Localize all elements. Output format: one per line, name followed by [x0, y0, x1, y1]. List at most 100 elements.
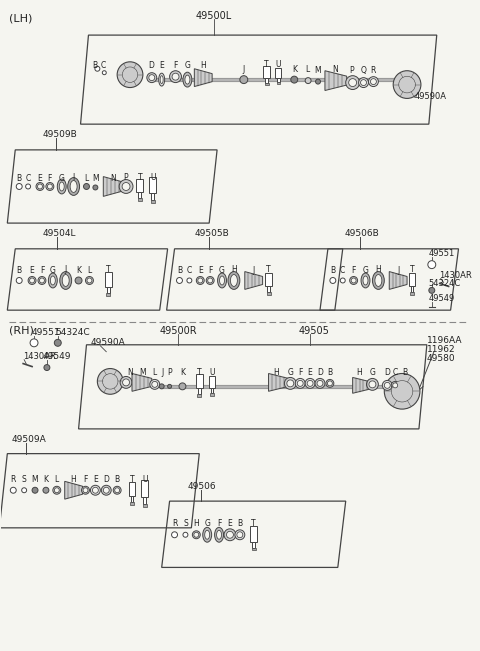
- Text: 49500R: 49500R: [160, 326, 197, 336]
- Text: P: P: [124, 173, 128, 182]
- Text: 49500L: 49500L: [196, 11, 232, 21]
- Text: B: B: [327, 368, 333, 376]
- Text: 49509A: 49509A: [12, 435, 46, 444]
- Text: D: D: [103, 475, 109, 484]
- Circle shape: [369, 381, 376, 388]
- Ellipse shape: [60, 271, 72, 290]
- Text: T: T: [266, 265, 271, 273]
- Circle shape: [82, 486, 89, 494]
- Bar: [267, 286, 270, 292]
- Circle shape: [147, 73, 157, 83]
- Circle shape: [315, 79, 321, 84]
- Circle shape: [122, 379, 130, 386]
- Circle shape: [53, 486, 61, 494]
- Text: 49551: 49551: [429, 249, 455, 258]
- Circle shape: [192, 531, 200, 539]
- Bar: [263, 66, 270, 77]
- Circle shape: [227, 531, 233, 538]
- Circle shape: [90, 485, 100, 495]
- Text: E: E: [93, 475, 98, 484]
- Text: G: G: [362, 266, 369, 275]
- Text: H: H: [357, 368, 362, 376]
- Text: J: J: [243, 65, 245, 74]
- Bar: [136, 178, 144, 193]
- Text: 49506B: 49506B: [345, 229, 380, 238]
- Text: G: G: [204, 519, 210, 528]
- Circle shape: [179, 383, 186, 390]
- Text: L: L: [84, 174, 89, 183]
- Circle shape: [84, 184, 89, 189]
- Circle shape: [359, 77, 369, 87]
- Ellipse shape: [216, 531, 222, 539]
- Circle shape: [120, 376, 132, 389]
- Polygon shape: [268, 374, 288, 391]
- Bar: [265, 77, 268, 83]
- Bar: [107, 287, 110, 294]
- Circle shape: [224, 529, 236, 541]
- Circle shape: [83, 488, 88, 493]
- Text: B: B: [177, 266, 182, 275]
- Circle shape: [327, 381, 332, 386]
- Bar: [138, 193, 142, 199]
- Text: F: F: [48, 174, 52, 183]
- Text: R: R: [172, 519, 177, 528]
- Bar: [410, 286, 413, 292]
- Bar: [144, 497, 146, 504]
- Circle shape: [95, 66, 100, 71]
- Circle shape: [159, 384, 164, 389]
- Text: L: L: [305, 65, 309, 74]
- Bar: [408, 273, 416, 286]
- Text: H: H: [231, 265, 237, 273]
- Circle shape: [149, 75, 155, 81]
- Ellipse shape: [50, 276, 55, 285]
- Text: 54324C: 54324C: [55, 328, 89, 337]
- Text: E: E: [198, 266, 203, 275]
- Circle shape: [122, 182, 130, 191]
- Text: U: U: [142, 475, 148, 484]
- Bar: [138, 199, 142, 201]
- Bar: [277, 77, 280, 81]
- Ellipse shape: [203, 527, 212, 542]
- Text: N: N: [127, 368, 133, 376]
- Text: G: G: [288, 368, 293, 376]
- Circle shape: [305, 77, 311, 83]
- Text: 11962: 11962: [427, 345, 456, 353]
- Circle shape: [171, 532, 178, 538]
- Circle shape: [208, 278, 213, 283]
- Text: H: H: [375, 265, 381, 273]
- Circle shape: [32, 488, 38, 493]
- Text: J: J: [162, 368, 164, 376]
- Bar: [129, 482, 135, 496]
- Text: 49590A: 49590A: [90, 338, 125, 347]
- Circle shape: [340, 278, 345, 283]
- Ellipse shape: [228, 271, 240, 290]
- Circle shape: [25, 184, 31, 189]
- Text: 1196AA: 1196AA: [427, 336, 462, 345]
- Ellipse shape: [363, 276, 368, 285]
- Ellipse shape: [160, 76, 163, 83]
- Circle shape: [284, 378, 296, 389]
- Text: F: F: [40, 266, 44, 275]
- Circle shape: [169, 71, 181, 83]
- Text: (LH): (LH): [9, 13, 33, 23]
- Circle shape: [198, 278, 203, 283]
- Circle shape: [93, 185, 98, 190]
- Polygon shape: [353, 378, 371, 393]
- Bar: [142, 480, 148, 497]
- Circle shape: [172, 73, 179, 80]
- Circle shape: [150, 380, 160, 389]
- Text: T: T: [197, 368, 202, 376]
- Circle shape: [102, 71, 106, 75]
- Text: 49504L: 49504L: [43, 229, 76, 238]
- Circle shape: [97, 368, 123, 395]
- Circle shape: [237, 532, 243, 538]
- Circle shape: [168, 384, 171, 389]
- Text: B: B: [92, 61, 97, 70]
- Text: H: H: [71, 475, 76, 484]
- Ellipse shape: [48, 273, 57, 288]
- Circle shape: [16, 184, 22, 189]
- Text: L: L: [87, 266, 92, 275]
- Text: F: F: [217, 519, 221, 528]
- Text: B: B: [403, 368, 408, 376]
- Circle shape: [119, 180, 133, 193]
